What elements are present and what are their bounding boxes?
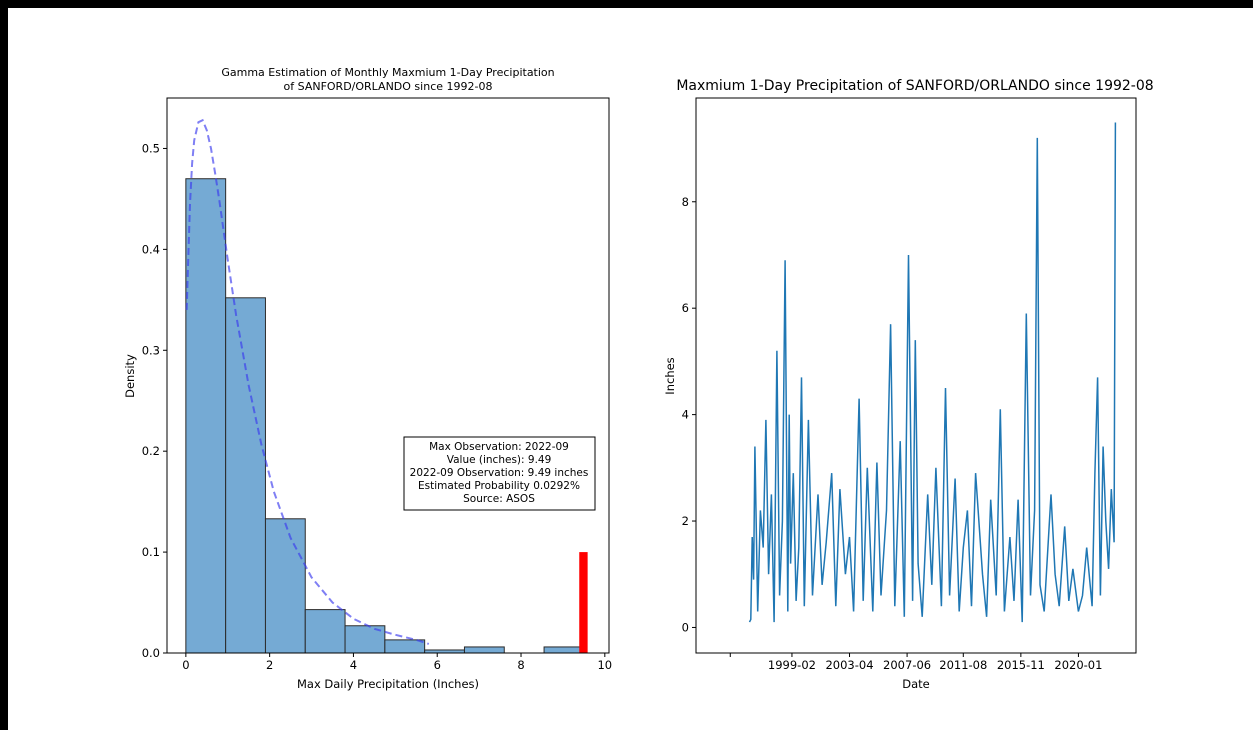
histogram-ytick-label: 0.1 <box>142 545 160 559</box>
timeseries-xtick-label: 2007-06 <box>883 658 931 672</box>
timeseries-xtick-label: 2020-01 <box>1054 658 1102 672</box>
annotation-box: Max Observation: 2022-09 Value (inches):… <box>403 436 596 511</box>
timeseries-ytick-label: 4 <box>682 408 689 422</box>
timeseries-ylabel: Inches <box>663 357 677 394</box>
timeseries-xtick-label: 1999-02 <box>768 658 816 672</box>
annotation-frame <box>403 436 596 511</box>
histogram-xtick-label: 2 <box>266 658 273 672</box>
histogram-ytick-label: 0.0 <box>142 646 160 660</box>
timeseries-xtick-label: 2011-08 <box>939 658 987 672</box>
annotation-line-value: Value (inches): 9.49 <box>447 454 552 466</box>
annotation-line-source: Source: ASOS <box>463 493 535 505</box>
histogram-bar <box>225 297 266 654</box>
histogram-bar <box>264 518 306 654</box>
histogram-axes-frame <box>166 97 610 654</box>
timeseries-ytick-label: 6 <box>682 301 689 315</box>
highlight-bar <box>579 552 588 653</box>
histogram-xtick-label: 4 <box>350 658 357 672</box>
histogram-bar <box>463 646 505 654</box>
timeseries-ytick-label: 0 <box>682 620 689 634</box>
histogram-ytick-label: 0.3 <box>142 343 160 357</box>
histogram-xtick-label: 0 <box>182 658 189 672</box>
histogram-xlabel: Max Daily Precipitation (Inches) <box>297 677 479 691</box>
histogram-bar <box>384 639 426 654</box>
histogram-title-line1: Gamma Estimation of Monthly Maxmium 1-Da… <box>221 66 554 79</box>
histogram-bar <box>185 178 227 654</box>
histogram-xtick-label: 6 <box>434 658 441 672</box>
timeseries-ytick-label: 8 <box>682 195 689 209</box>
histogram-chart: Gamma Estimation of Monthly Maxmium 1-Da… <box>123 66 612 691</box>
histogram-bar <box>543 646 585 654</box>
annotation-line-observation: 2022-09 Observation: 9.49 inches <box>410 467 589 479</box>
histogram-xtick-label: 10 <box>597 658 612 672</box>
timeseries-xtick-label: 2003-04 <box>825 658 873 672</box>
timeseries-ytick-label: 2 <box>682 514 689 528</box>
histogram-ylabel: Density <box>123 354 137 398</box>
histogram-bar <box>304 609 346 654</box>
timeseries-chart: Maxmium 1-Day Precipitation of SANFORD/O… <box>663 78 1154 691</box>
timeseries-xlabel: Date <box>902 677 930 691</box>
histogram-ytick-label: 0.5 <box>142 141 160 155</box>
histogram-title-line2: of SANFORD/ORLANDO since 1992-08 <box>284 80 493 93</box>
timeseries-line <box>748 122 1117 623</box>
annotation-line-max-observation: Max Observation: 2022-09 <box>429 441 569 453</box>
histogram-ytick-label: 0.4 <box>142 242 160 256</box>
timeseries-xtick-label: 2015-11 <box>997 658 1045 672</box>
gamma-fit-curve <box>185 118 430 645</box>
histogram-ytick-label: 0.2 <box>142 444 160 458</box>
histogram-xtick-label: 8 <box>517 658 524 672</box>
timeseries-title: Maxmium 1-Day Precipitation of SANFORD/O… <box>676 78 1153 94</box>
timeseries-axes-frame <box>695 97 1137 654</box>
annotation-line-probability: Estimated Probability 0.0292% <box>418 480 580 492</box>
